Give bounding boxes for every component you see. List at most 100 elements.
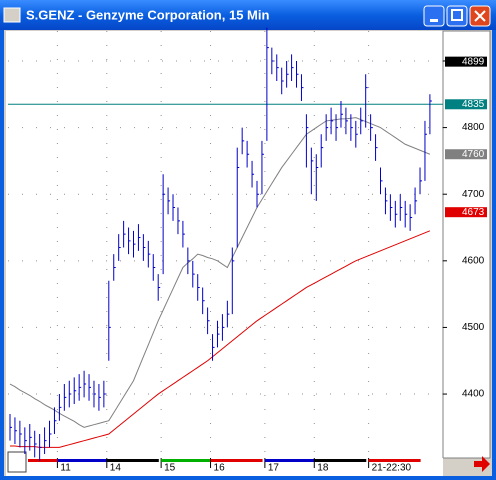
y-tick-label: 4700 (462, 189, 485, 200)
ohlc-bar (49, 420, 52, 448)
x-tick-label: 21-22:30 (372, 463, 412, 474)
ohlc-bar (152, 254, 156, 281)
ohlc-bar (251, 160, 255, 188)
ohlc-bar (389, 194, 393, 221)
plot-area (6, 31, 443, 458)
title-bar (0, 0, 496, 30)
ohlc-bar (133, 230, 136, 258)
ohlc-bar (73, 377, 77, 405)
ohlc-bar (39, 434, 42, 461)
x-tick-label: 11 (60, 463, 71, 474)
ohlc-bar (128, 227, 131, 255)
x-tick-label: 15 (164, 463, 176, 474)
maximize-icon (451, 9, 463, 21)
ohlc-bar (320, 134, 324, 168)
ohlc-bar (24, 427, 27, 455)
minimize-button[interactable] (423, 5, 445, 27)
ohlc-bar (345, 107, 348, 135)
ohlc-bar (162, 174, 166, 275)
corner-box[interactable] (7, 451, 27, 473)
price-marker (445, 207, 487, 218)
ohlc-bar (296, 60, 299, 88)
ohlc-bar (236, 147, 240, 248)
ohlc-bar (246, 140, 250, 168)
ohlc-bar (142, 234, 146, 261)
ohlc-bar (375, 134, 378, 161)
ohlc-bar (83, 370, 87, 398)
y-tick-label: 4400 (462, 389, 485, 400)
ohlc-bar (221, 314, 225, 341)
day-band (106, 459, 159, 462)
ohlc-bar (325, 114, 329, 141)
ohlc-bar (305, 114, 309, 168)
ohlc-bar (29, 424, 32, 451)
day-band (210, 459, 263, 462)
ma-line (10, 230, 431, 448)
ohlc-bar (340, 100, 343, 128)
ohlc-bar (113, 254, 116, 281)
ohlc-bar (123, 220, 126, 248)
ohlc-bar (380, 167, 383, 195)
ohlc-bar (177, 207, 180, 235)
day-band (57, 459, 110, 462)
x-tick-label: 16 (214, 463, 226, 474)
x-tick-label: 18 (317, 463, 329, 474)
ohlc-bar (429, 94, 432, 135)
ohlc-bar (365, 74, 368, 128)
price-marker-label: 4760 (462, 149, 485, 160)
ohlc-bar (281, 67, 284, 95)
ohlc-bar (271, 47, 274, 75)
ohlc-bar (88, 374, 92, 401)
price-marker-label: 4899 (462, 56, 485, 67)
ohlc-bar (167, 187, 171, 215)
ohlc-bar (157, 274, 161, 301)
ohlc-bar (137, 224, 141, 251)
day-band (264, 459, 317, 462)
ohlc-bar (58, 394, 62, 421)
ohlc-bar (14, 417, 17, 445)
ohlc-bar (231, 247, 235, 315)
ohlc-bar (63, 384, 67, 411)
ohlc-bar (44, 427, 47, 455)
ohlc-bar (34, 430, 37, 458)
y-tick-label: 4800 (462, 122, 485, 133)
ohlc-bar (394, 200, 398, 228)
ohlc-bar (335, 114, 339, 141)
ohlc-bar (98, 384, 101, 411)
day-band (368, 459, 421, 462)
ohlc-bar (276, 54, 279, 81)
ohlc-bar (241, 127, 245, 155)
ohlc-bar (187, 247, 190, 275)
ohlc-bar (419, 167, 423, 195)
ohlc-bar (182, 220, 185, 248)
ohlc-bar (384, 187, 388, 215)
ohlc-bar (360, 107, 363, 135)
ohlc-bar (197, 274, 200, 301)
ohlc-bar (147, 240, 151, 268)
scroll-arrow[interactable] (474, 456, 490, 472)
ohlc-bar (93, 380, 96, 408)
ohlc-bar (300, 74, 304, 101)
ohlc-bar (118, 234, 121, 261)
app-icon (3, 7, 21, 23)
ohlc-bar (355, 120, 358, 148)
ohlc-bar (212, 334, 215, 361)
x-tick-label: 17 (268, 463, 280, 474)
ohlc-bar (266, 27, 269, 141)
y-tick-label: 4500 (462, 322, 485, 333)
ohlc-bar (414, 187, 418, 215)
price-marker-label: 4673 (462, 207, 485, 218)
ohlc-bar (216, 320, 220, 348)
ohlc-bar (53, 407, 57, 435)
ohlc-bar (261, 140, 264, 195)
x-tick-label: 14 (110, 463, 122, 474)
time-axis (6, 458, 443, 476)
price-marker-label: 4835 (462, 99, 485, 110)
ohlc-bar (19, 420, 22, 448)
day-band (28, 459, 58, 462)
ohlc-bar (286, 60, 289, 88)
day-band (314, 459, 367, 462)
ohlc-bar (350, 114, 353, 141)
